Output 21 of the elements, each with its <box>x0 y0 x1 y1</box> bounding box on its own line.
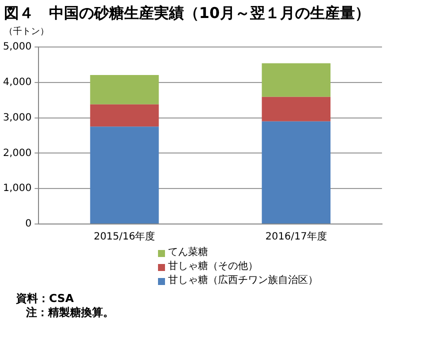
legend-label: 甘しゃ糖（広西チワン族自治区） <box>168 274 318 288</box>
bar <box>262 121 330 224</box>
chart-title: 図４ 中国の砂糖生産実績（10月～翌１月の生産量） <box>3 3 371 23</box>
text: 資料：CSA <box>16 292 75 306</box>
y-tick-label: 1,000 <box>2 183 32 194</box>
bar <box>90 126 159 224</box>
legend-label: 甘しゃ糖（その他） <box>168 260 258 274</box>
y-tick-label: 2,000 <box>2 148 32 159</box>
bar <box>262 96 330 122</box>
bar <box>262 63 330 97</box>
x-tick-label: 2015/16年度 <box>94 230 156 243</box>
legend-label: てん菜糖 <box>168 246 208 260</box>
y-tick-label: 5,000 <box>2 42 32 53</box>
y-axis-title: （千トン） <box>4 26 50 38</box>
bar <box>90 104 159 127</box>
y-tick-label: 3,000 <box>2 112 32 124</box>
text: 注：精製糖換算。 <box>26 306 115 320</box>
x-tick-label: 2016/17年度 <box>265 230 327 243</box>
bar <box>90 74 159 104</box>
y-tick-label: 0 <box>25 218 32 230</box>
y-tick-label: 4,000 <box>2 76 32 88</box>
